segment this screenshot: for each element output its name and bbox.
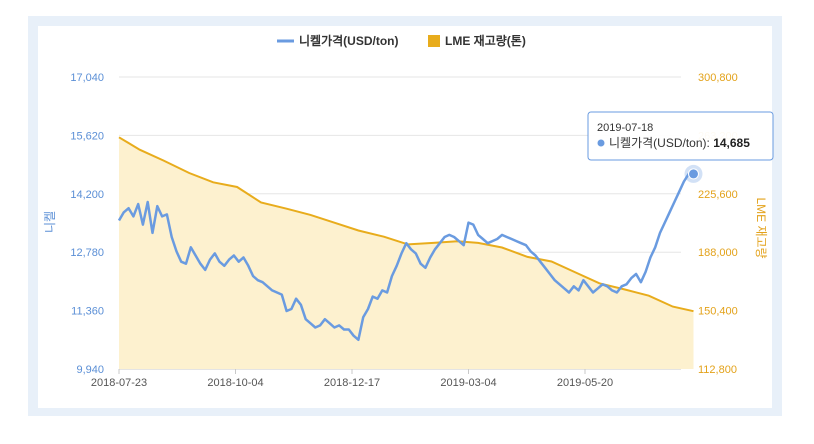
tooltip-value: 14,685 xyxy=(713,136,750,150)
hover-point[interactable] xyxy=(688,168,699,180)
x-tick-label: 2018-12-17 xyxy=(324,377,380,389)
y-left-tick-label: 9,940 xyxy=(76,364,104,376)
y-right-axis-title: LME 재고량 xyxy=(754,197,768,258)
y-right-tick-label: 300,800 xyxy=(698,72,738,84)
y-left-axis-title: 니켈 xyxy=(43,211,57,233)
legend-label-lme: LME 재고량(톤) xyxy=(445,34,526,48)
tooltip-series-label: 니켈가격(USD/ton): 14,685 xyxy=(609,136,750,150)
tooltip-series-name: 니켈가격(USD/ton) xyxy=(609,136,707,150)
y-right-tick-label: 225,600 xyxy=(698,189,738,201)
y-right-tick-label: 112,800 xyxy=(698,364,737,376)
y-right-tick-label: 188,000 xyxy=(698,247,738,259)
tooltip-box xyxy=(587,111,774,161)
y-left-tick-label: 17,040 xyxy=(70,72,104,84)
legend-label-nickel: 니켈가격(USD/ton) xyxy=(299,33,398,48)
x-tick-label: 2018-10-04 xyxy=(207,377,263,389)
tooltip: 2019-07-18 니켈가격(USD/ton): 14,685 xyxy=(587,111,774,161)
y-left-tick-label: 12,780 xyxy=(70,247,104,259)
legend-swatch-lme xyxy=(428,35,440,47)
tooltip-colon: : xyxy=(707,136,714,150)
nickel-price-line[interactable] xyxy=(117,172,694,342)
legend-item-lme-stock[interactable]: LME 재고량(톤) xyxy=(428,34,526,48)
y-left-tick-label: 14,200 xyxy=(70,189,104,201)
y-right-tick-label: 150,400 xyxy=(698,306,738,318)
x-tick-label: 2019-03-04 xyxy=(440,377,496,389)
y-left-tick-label: 15,620 xyxy=(70,130,104,142)
lme-stock-area xyxy=(119,137,694,369)
x-tick-label: 2018-07-23 xyxy=(91,377,147,389)
tooltip-series-dot xyxy=(597,139,605,147)
x-tick-label: 2019-05-20 xyxy=(557,377,613,389)
tooltip-date: 2019-07-18 xyxy=(597,122,653,134)
y-left-tick-label: 11,360 xyxy=(71,306,104,318)
legend: 니켈가격(USD/ton) LME 재고량(톤) xyxy=(277,33,526,48)
legend-item-nickel-price[interactable]: 니켈가격(USD/ton) xyxy=(277,33,398,48)
